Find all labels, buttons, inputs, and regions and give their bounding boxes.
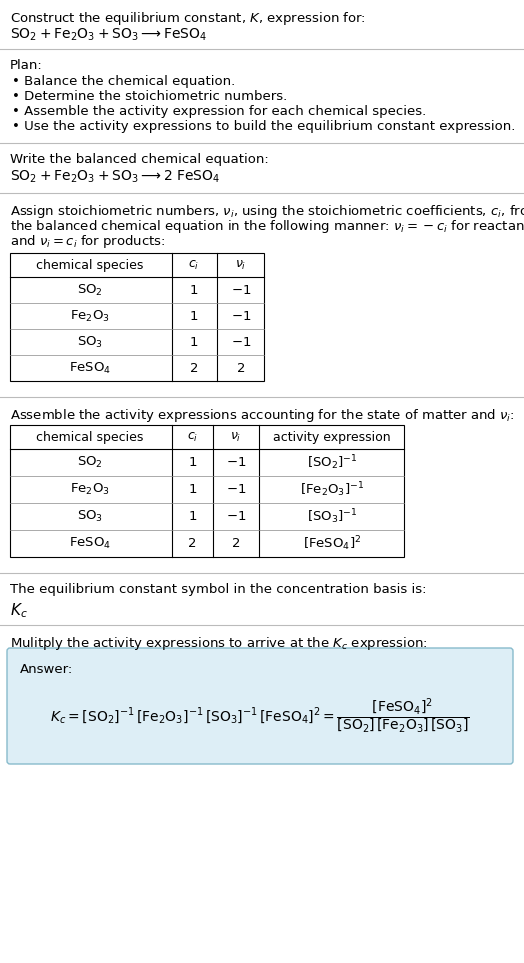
Text: 1: 1	[188, 456, 196, 469]
Text: $\mathrm{SO_2}$: $\mathrm{SO_2}$	[77, 282, 103, 298]
Text: $[\mathrm{SO_2}]^{-1}$: $[\mathrm{SO_2}]^{-1}$	[307, 454, 357, 472]
Text: chemical species: chemical species	[36, 430, 144, 444]
Text: 1: 1	[188, 510, 196, 523]
Text: $[\mathrm{SO_3}]^{-1}$: $[\mathrm{SO_3}]^{-1}$	[307, 508, 357, 526]
Text: $-1$: $-1$	[226, 510, 246, 523]
Text: $\mathrm{Fe_2O_3}$: $\mathrm{Fe_2O_3}$	[70, 308, 110, 324]
Text: • Assemble the activity expression for each chemical species.: • Assemble the activity expression for e…	[12, 105, 426, 118]
Text: $\mathrm{FeSO_4}$: $\mathrm{FeSO_4}$	[69, 360, 111, 376]
Text: $[\mathrm{FeSO_4}]^{2}$: $[\mathrm{FeSO_4}]^{2}$	[303, 534, 361, 553]
Text: 1: 1	[190, 309, 198, 323]
Bar	[10, 425, 404, 557]
Text: 2: 2	[190, 361, 198, 375]
Text: $-1$: $-1$	[231, 335, 251, 349]
Text: $\mathrm{Fe_2O_3}$: $\mathrm{Fe_2O_3}$	[70, 482, 110, 497]
Text: Mulitply the activity expressions to arrive at the $K_c$ expression:: Mulitply the activity expressions to arr…	[10, 635, 428, 652]
Text: $K_c = [\mathrm{SO_2}]^{-1}\,[\mathrm{Fe_2O_3}]^{-1}\,[\mathrm{SO_3}]^{-1}\,[\ma: $K_c = [\mathrm{SO_2}]^{-1}\,[\mathrm{Fe…	[50, 696, 470, 736]
Text: Write the balanced chemical equation:: Write the balanced chemical equation:	[10, 153, 269, 166]
Text: $\nu_i$: $\nu_i$	[235, 258, 247, 272]
Text: 1: 1	[190, 283, 198, 297]
Text: 1: 1	[190, 335, 198, 349]
Text: $\mathrm{SO_2}$: $\mathrm{SO_2}$	[77, 455, 103, 470]
Text: $c_i$: $c_i$	[187, 430, 198, 444]
Text: • Balance the chemical equation.: • Balance the chemical equation.	[12, 75, 235, 88]
Text: $\mathrm{FeSO_4}$: $\mathrm{FeSO_4}$	[69, 536, 111, 551]
Text: $-1$: $-1$	[231, 283, 251, 297]
Text: $2$: $2$	[232, 537, 241, 550]
Text: activity expression: activity expression	[273, 430, 391, 444]
Bar	[10, 253, 264, 381]
Text: $\mathrm{SO_3}$: $\mathrm{SO_3}$	[77, 334, 103, 350]
Text: • Use the activity expressions to build the equilibrium constant expression.: • Use the activity expressions to build …	[12, 120, 516, 133]
Text: Construct the equilibrium constant, $K$, expression for:: Construct the equilibrium constant, $K$,…	[10, 10, 366, 27]
Text: Plan:: Plan:	[10, 59, 43, 72]
Text: 2: 2	[188, 537, 196, 550]
Text: $\mathrm{SO_2 + Fe_2O_3 + SO_3 \longrightarrow FeSO_4}$: $\mathrm{SO_2 + Fe_2O_3 + SO_3 \longrigh…	[10, 27, 207, 43]
Text: The equilibrium constant symbol in the concentration basis is:: The equilibrium constant symbol in the c…	[10, 583, 427, 596]
Text: $\mathrm{SO_2 + Fe_2O_3 + SO_3 \longrightarrow 2\ FeSO_4}$: $\mathrm{SO_2 + Fe_2O_3 + SO_3 \longrigh…	[10, 169, 221, 186]
Text: $K_c$: $K_c$	[10, 601, 28, 620]
Text: $2$: $2$	[236, 361, 246, 375]
Text: $c_i$: $c_i$	[188, 258, 200, 272]
Text: $-1$: $-1$	[226, 456, 246, 469]
Text: $\mathrm{SO_3}$: $\mathrm{SO_3}$	[77, 509, 103, 524]
Text: Assign stoichiometric numbers, $\nu_i$, using the stoichiometric coefficients, $: Assign stoichiometric numbers, $\nu_i$, …	[10, 203, 524, 220]
Text: $-1$: $-1$	[231, 309, 251, 323]
Text: Answer:: Answer:	[20, 663, 73, 676]
Text: 1: 1	[188, 483, 196, 496]
Text: chemical species: chemical species	[36, 258, 144, 272]
Text: Assemble the activity expressions accounting for the state of matter and $\nu_i$: Assemble the activity expressions accoun…	[10, 407, 515, 424]
Text: the balanced chemical equation in the following manner: $\nu_i = -c_i$ for react: the balanced chemical equation in the fo…	[10, 218, 524, 235]
FancyBboxPatch shape	[7, 648, 513, 764]
Text: and $\nu_i = c_i$ for products:: and $\nu_i = c_i$ for products:	[10, 233, 166, 250]
Text: $-1$: $-1$	[226, 483, 246, 496]
Text: $\nu_i$: $\nu_i$	[231, 430, 242, 444]
Text: • Determine the stoichiometric numbers.: • Determine the stoichiometric numbers.	[12, 90, 287, 103]
Text: $[\mathrm{Fe_2O_3}]^{-1}$: $[\mathrm{Fe_2O_3}]^{-1}$	[300, 481, 364, 499]
